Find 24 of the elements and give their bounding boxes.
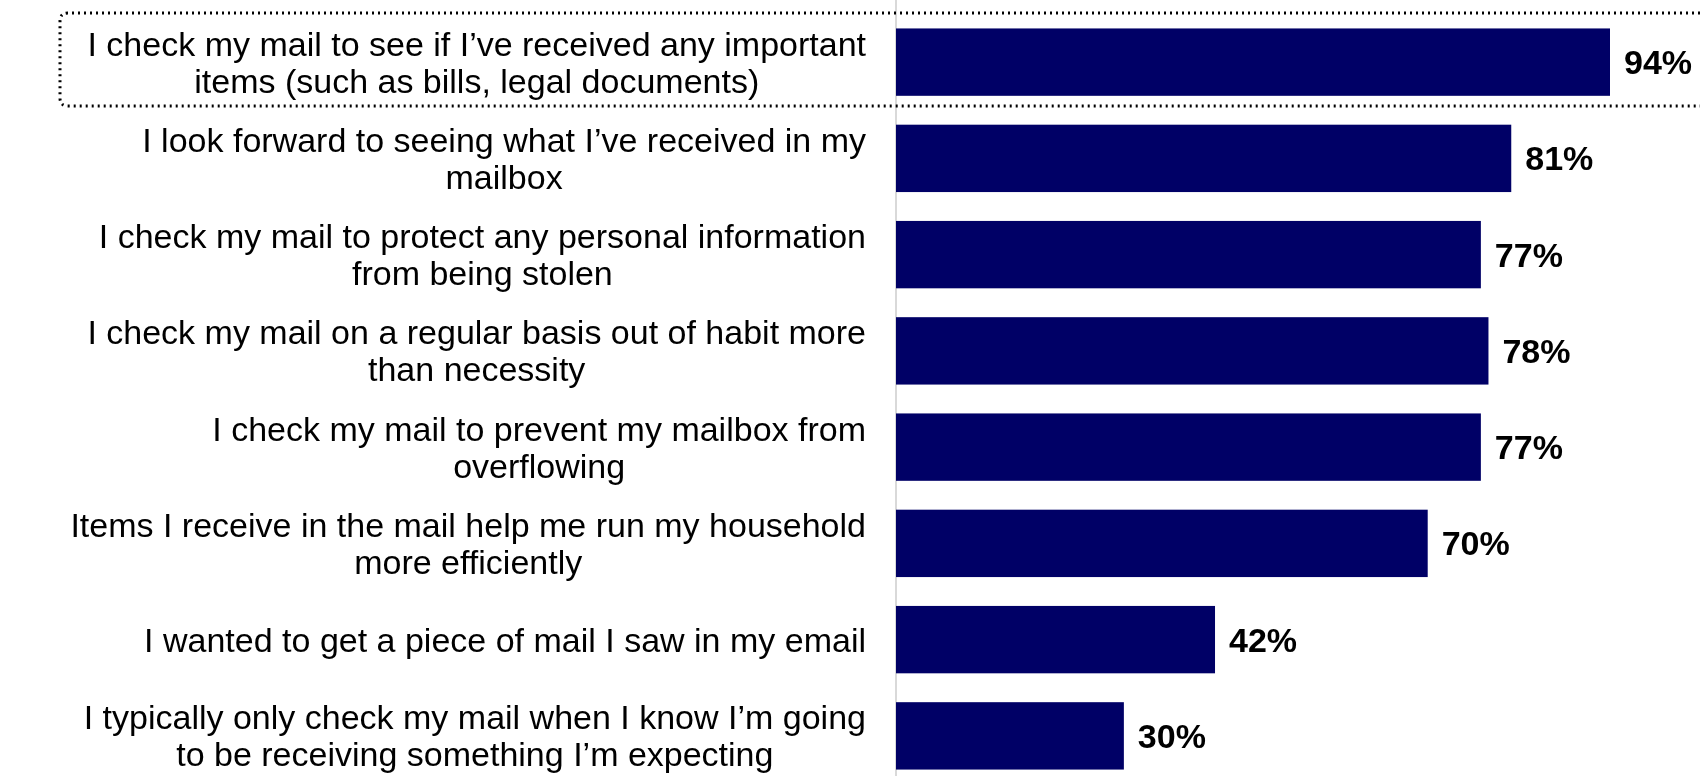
bar xyxy=(896,220,1481,289)
data-label: 81% xyxy=(1525,139,1594,178)
bar xyxy=(896,509,1428,578)
y-tick-label: I wanted to get a piece of mail I saw in my email xyxy=(144,620,866,659)
y-tick-label: I check my mail to protect any personal information from being stolen xyxy=(98,217,866,293)
bar xyxy=(896,28,1610,96)
data-label: 30% xyxy=(1137,716,1206,755)
bar xyxy=(896,317,1489,385)
y-tick-label: I check my mail on a regular basis out of habit more than necessity xyxy=(87,313,867,389)
data-label: 70% xyxy=(1441,524,1510,563)
y-tick-label: I check my mail to see if I’ve received any important items (such as bills, legal documents) xyxy=(87,24,867,100)
data-label: 77% xyxy=(1494,235,1563,274)
data-label: 94% xyxy=(1624,43,1693,82)
bar xyxy=(896,413,1481,481)
data-label: 78% xyxy=(1502,331,1571,370)
bar xyxy=(896,702,1124,770)
y-tick-label: Items I receive in the mail help me run my household more efficiently xyxy=(70,505,867,581)
y-tick-label: I look forward to seeing what I’ve received in my mailbox xyxy=(142,120,866,196)
data-label: 77% xyxy=(1494,428,1563,467)
y-tick-label: I typically only check my mail when I know I’m going to be receiving something I’m expecting xyxy=(83,698,867,774)
y-tick-label: I check my mail to prevent my mailbox from overflowing xyxy=(212,409,867,485)
bar xyxy=(896,124,1512,193)
data-label: 42% xyxy=(1229,620,1298,659)
bar xyxy=(896,605,1216,674)
